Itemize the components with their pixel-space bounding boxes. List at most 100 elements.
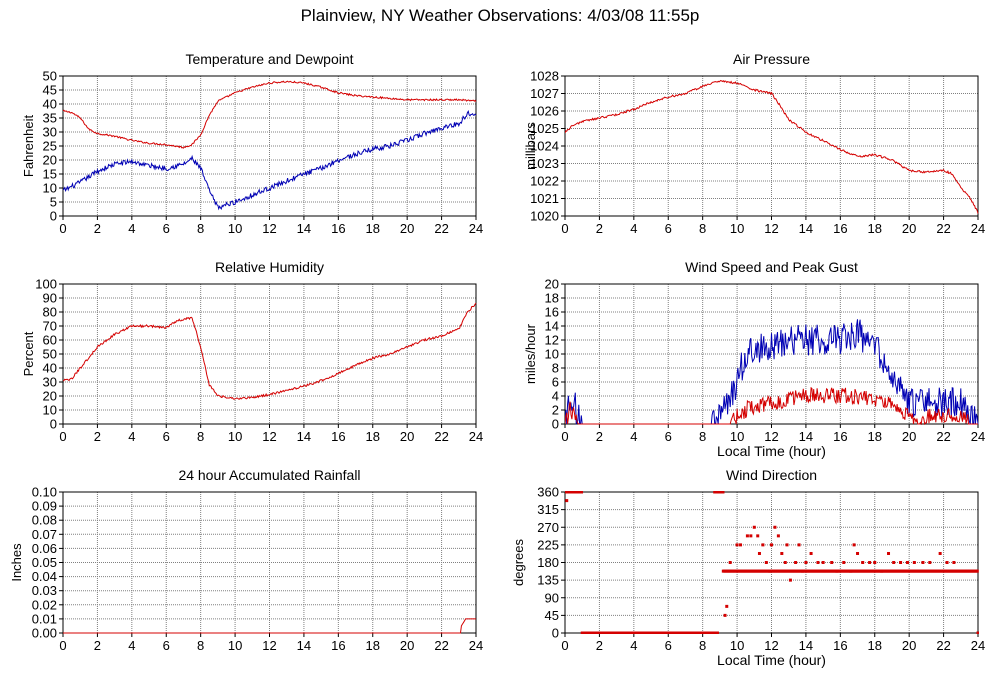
direction-point [721, 491, 725, 494]
y-axis-label: Percent [21, 331, 36, 376]
series-line [565, 386, 978, 425]
direction-point [905, 561, 909, 564]
x-tick-label: 6 [163, 429, 170, 444]
y-tick-label: 100 [35, 277, 57, 292]
direction-point [975, 569, 979, 573]
y-tick-label: 6 [552, 375, 559, 390]
x-tick-label: 22 [936, 221, 950, 236]
y-tick-label: 360 [537, 485, 559, 500]
x-tick-label: 22 [936, 429, 950, 444]
direction-point [928, 561, 932, 564]
y-tick-label: 20 [545, 277, 559, 292]
x-tick-label: 8 [197, 429, 204, 444]
direction-point [725, 604, 729, 608]
x-tick-label: 2 [596, 429, 603, 444]
direction-point [752, 525, 756, 529]
y-axis-label: miles/hour [523, 323, 538, 384]
x-tick-label: 20 [902, 221, 916, 236]
y-tick-label: 0.09 [32, 499, 57, 514]
y-tick-label: 70 [43, 319, 57, 334]
x-tick-label: 24 [469, 429, 483, 444]
x-tick-label: 16 [833, 429, 847, 444]
y-axis-label: Inches [9, 543, 24, 582]
x-tick-label: 14 [799, 221, 813, 236]
x-tick-label: 0 [561, 429, 568, 444]
y-tick-label: 1024 [530, 139, 559, 154]
grid [565, 492, 978, 633]
y-tick-label: 1023 [530, 156, 559, 171]
y-tick-label: 16 [545, 305, 559, 320]
x-tick-label: 14 [297, 638, 311, 653]
direction-point [835, 569, 839, 573]
direction-points [565, 491, 979, 634]
direction-point [770, 543, 773, 547]
x-tick-label: 24 [469, 638, 483, 653]
x-tick-label: 0 [59, 638, 66, 653]
y-axis-label: Fahrenheit [21, 115, 36, 178]
direction-point [873, 561, 877, 564]
direction-point [788, 578, 792, 582]
y-axis-label: millibars [523, 122, 538, 170]
y-tick-label: 0.05 [32, 555, 57, 570]
x-tick-label: 2 [596, 638, 603, 653]
x-tick-label: 14 [297, 429, 311, 444]
series-line [63, 110, 477, 211]
y-tick-label: 0.01 [32, 611, 57, 626]
x-tick-label: 22 [434, 221, 448, 236]
x-tick-label: 6 [665, 638, 672, 653]
x-tick-label: 0 [561, 221, 568, 236]
direction-point [861, 561, 865, 564]
direction-point [880, 569, 884, 573]
x-tick-label: 16 [833, 221, 847, 236]
y-tick-label: 0 [50, 209, 57, 224]
direction-point [749, 534, 753, 538]
x-tick-label: 18 [366, 221, 380, 236]
x-tick-label: 14 [799, 429, 813, 444]
direction-point [773, 525, 777, 529]
x-tick-label: 14 [297, 221, 311, 236]
y-tick-label: 0.02 [32, 597, 57, 612]
y-tick-label: 1026 [530, 104, 559, 119]
direction-point [804, 561, 808, 564]
direction-point [565, 499, 569, 503]
direction-point [868, 561, 872, 564]
x-tick-label: 4 [630, 429, 637, 444]
x-tick-label: 2 [94, 429, 101, 444]
series-line [565, 79, 979, 214]
x-tick-label: 10 [228, 638, 242, 653]
direction-point [764, 561, 768, 564]
x-tick-label: 6 [163, 638, 170, 653]
x-tick-label: 18 [366, 638, 380, 653]
y-tick-label: 5 [50, 195, 57, 210]
y-axis-label: degrees [511, 539, 526, 586]
direction-point [821, 561, 825, 564]
series-line [63, 618, 476, 634]
direction-point [849, 569, 853, 573]
y-tick-label: 8 [552, 361, 559, 376]
y-tick-label: 60 [43, 333, 57, 348]
x-axis-label: Local Time (hour) [717, 652, 826, 668]
y-tick-label: 35 [43, 111, 57, 126]
series-line [63, 80, 477, 149]
x-tick-label: 6 [163, 221, 170, 236]
direction-point [797, 543, 801, 547]
y-tick-label: 20 [43, 389, 57, 404]
x-tick-label: 4 [128, 221, 135, 236]
direction-point [800, 569, 804, 573]
direction-point [952, 561, 956, 564]
direction-point [921, 561, 925, 564]
chart-title: Relative Humidity [215, 259, 324, 275]
x-tick-label: 10 [730, 638, 744, 653]
direction-point [780, 551, 784, 555]
x-tick-label: 0 [561, 638, 568, 653]
direction-point [756, 534, 760, 538]
y-tick-label: 0 [552, 417, 559, 432]
chart-title: 24 hour Accumulated Rainfall [178, 467, 360, 483]
chart-title: Wind Direction [726, 467, 817, 483]
x-tick-label: 8 [699, 221, 706, 236]
y-tick-label: 10 [43, 181, 57, 196]
y-tick-label: 315 [537, 502, 559, 517]
